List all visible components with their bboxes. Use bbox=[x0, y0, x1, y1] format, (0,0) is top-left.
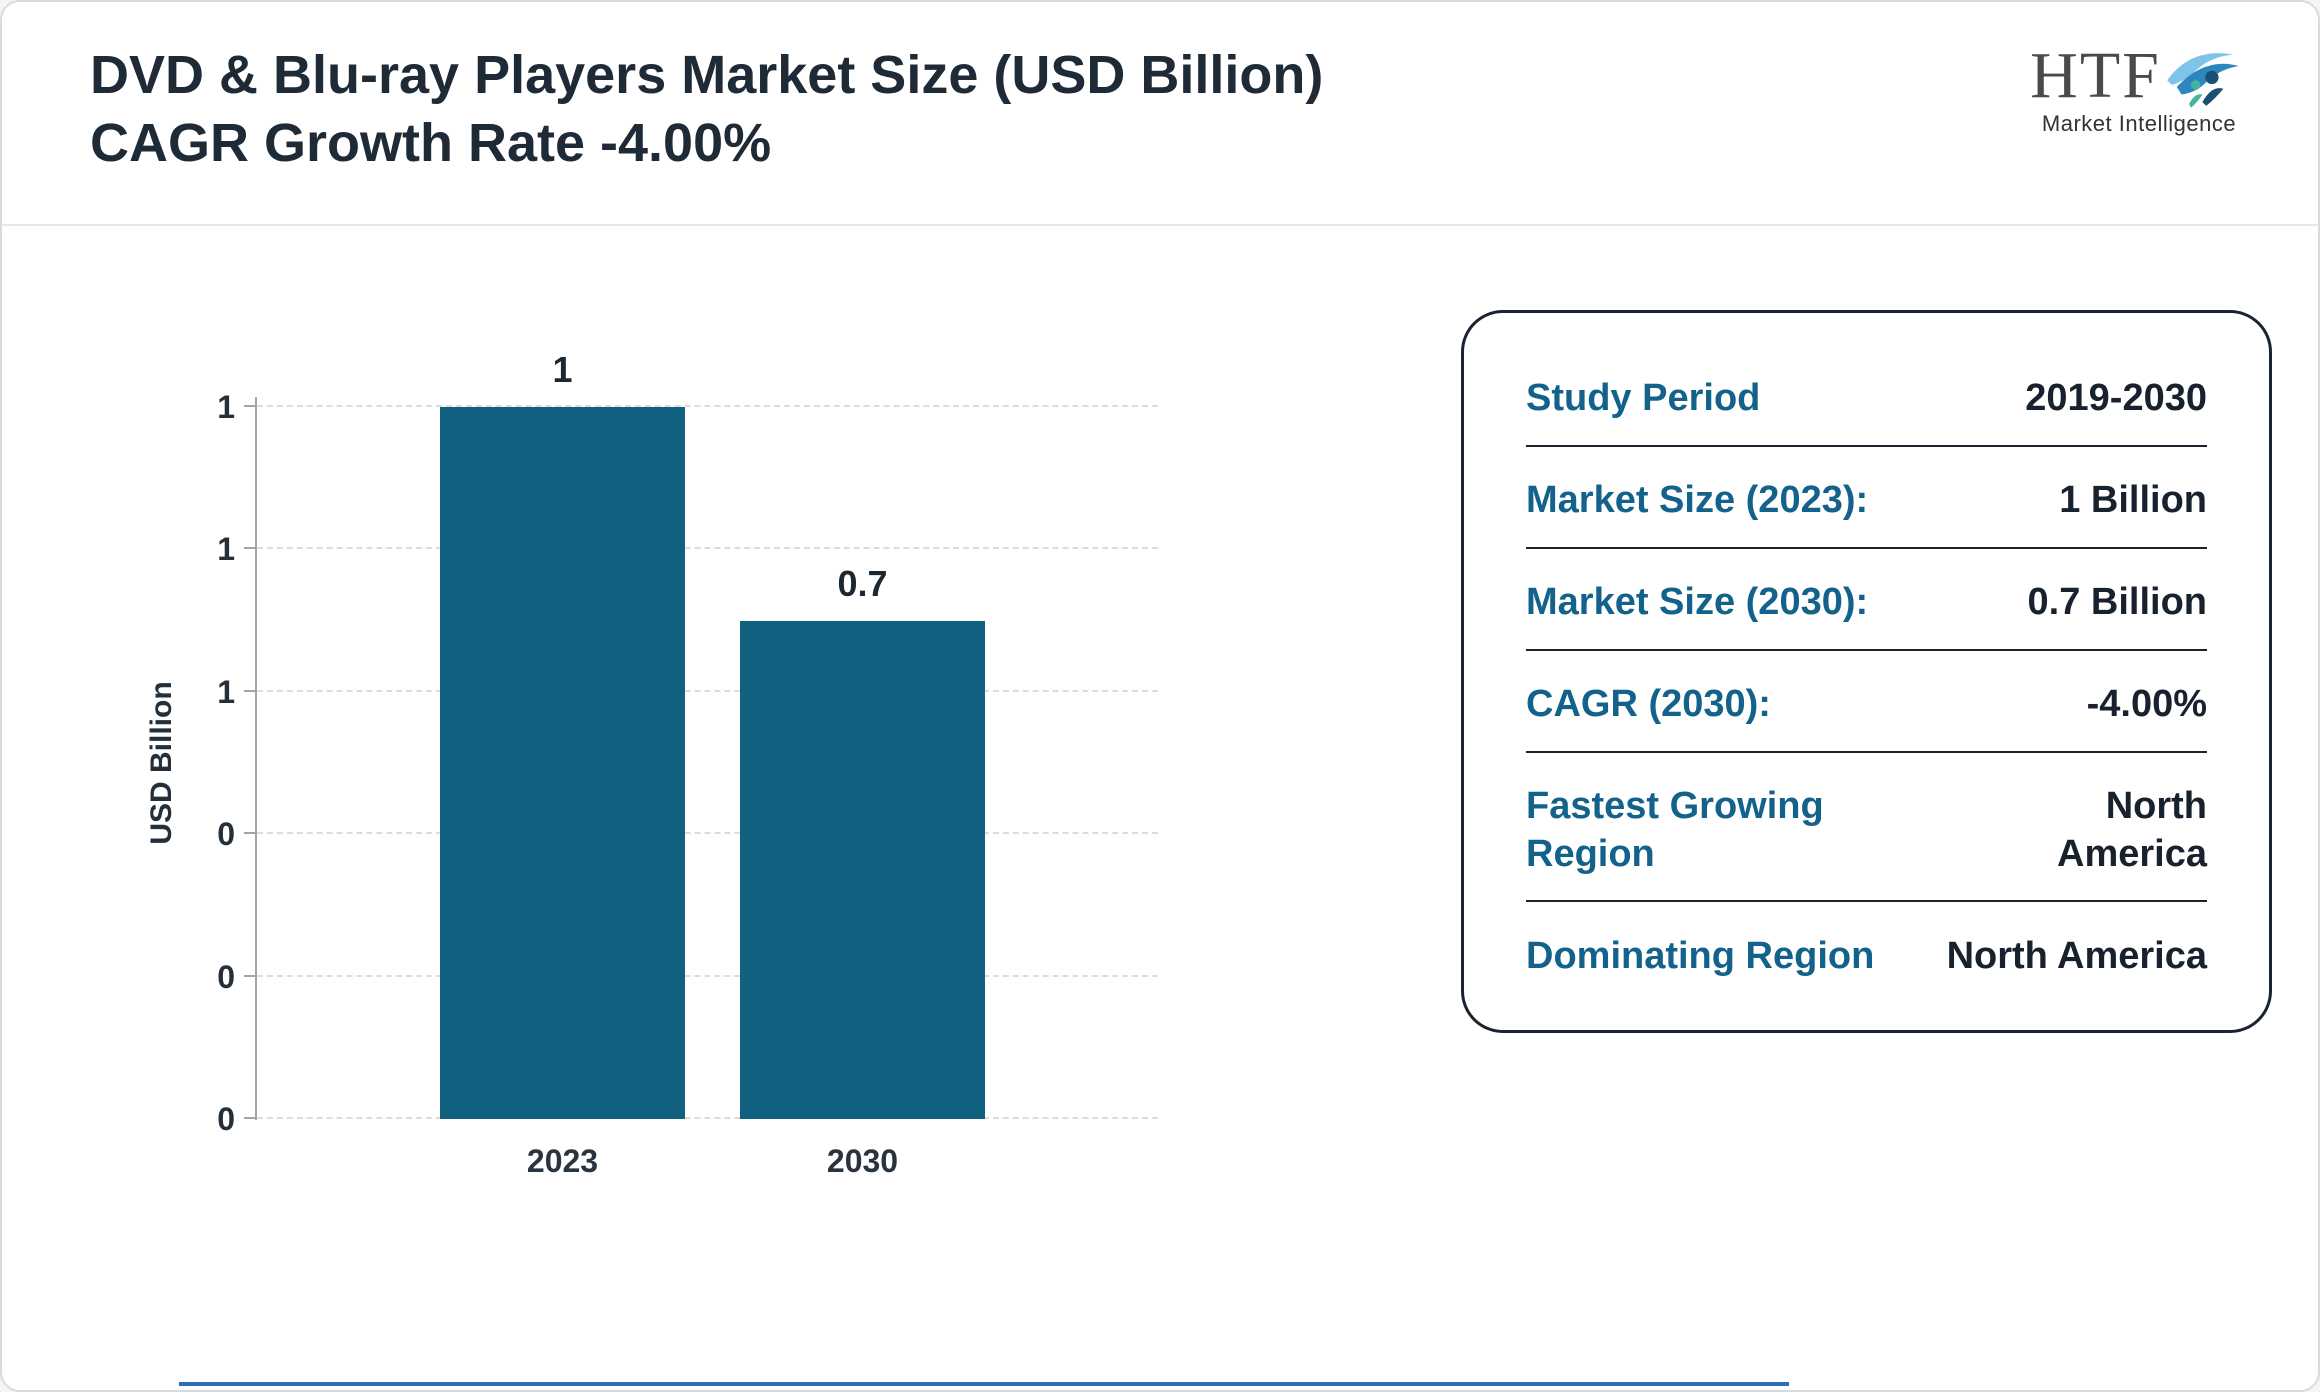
row-label: Dominating Region bbox=[1526, 934, 1875, 977]
y-axis-tick bbox=[244, 547, 255, 550]
bar-value-label: 0.7 bbox=[837, 562, 888, 604]
logo-swoosh-icon bbox=[2167, 53, 2239, 108]
bar-value-label: 1 bbox=[552, 349, 573, 390]
row-label: Market Size (2030): bbox=[1526, 581, 1869, 623]
htf-logo: HTF Market Intelligence bbox=[2014, 28, 2264, 137]
row-value: North America bbox=[2057, 785, 2207, 875]
y-tick-label: 0 bbox=[217, 816, 235, 853]
y-tick-label: 0 bbox=[217, 958, 235, 995]
y-tick-label: 1 bbox=[217, 673, 235, 710]
gridline bbox=[257, 832, 1158, 835]
y-axis-tick bbox=[244, 974, 255, 977]
card-row-cagr: CAGR (2030): -4.00% bbox=[1526, 659, 2207, 753]
y-axis-line bbox=[255, 397, 257, 1120]
y-tick-label: 1 bbox=[217, 531, 235, 568]
y-tick-label: 0 bbox=[217, 1101, 235, 1137]
info-card: Study Period 2019-2030 Market Size (2023… bbox=[1461, 310, 2272, 1033]
row-label: Study Period bbox=[1526, 377, 1761, 419]
row-value: North America bbox=[1946, 934, 2207, 977]
row-value: 0.7 Billion bbox=[2027, 581, 2207, 623]
gridline bbox=[257, 974, 1158, 977]
page-title: DVD & Blu-ray Players Market Size (USD B… bbox=[90, 42, 1323, 177]
logo-subtext: Market Intelligence bbox=[2041, 111, 2237, 136]
card-row-market-size-2030: Market Size (2030): 0.7 Billion bbox=[1526, 557, 2207, 651]
gridline bbox=[257, 547, 1158, 550]
gridline bbox=[257, 1117, 1158, 1119]
page-title-line2: CAGR Growth Rate -4.00% bbox=[90, 112, 772, 173]
row-label: Fastest Growing Region bbox=[1526, 785, 1824, 875]
card-row-dominating-region: Dominating Region North America bbox=[1526, 911, 2207, 1003]
row-value: -4.00% bbox=[2086, 683, 2207, 725]
bar-2023 bbox=[440, 407, 685, 1119]
bar-chart-plot-area: 0 0 0 1 1 1 USD Billion 1 0.7 2023 2030 bbox=[145, 349, 1158, 1179]
card-row-study-period: Study Period 2019-2030 bbox=[1526, 353, 2207, 447]
header: DVD & Blu-ray Players Market Size (USD B… bbox=[2, 2, 2318, 226]
row-value: 1 Billion bbox=[2059, 479, 2207, 521]
logo-text: HTF bbox=[2030, 38, 2161, 112]
bar-2030 bbox=[740, 620, 985, 1119]
x-tick-label: 2030 bbox=[826, 1143, 899, 1179]
card-row-market-size-2023: Market Size (2023): 1 Billion bbox=[1526, 455, 2207, 549]
gridline bbox=[257, 405, 1158, 407]
y-axis-tick bbox=[244, 405, 255, 407]
gridline bbox=[257, 689, 1158, 692]
page-title-line1: DVD & Blu-ray Players Market Size (USD B… bbox=[90, 45, 1324, 105]
y-axis-tick bbox=[244, 832, 255, 835]
row-value: 2019-2030 bbox=[2025, 377, 2207, 419]
row-label: Market Size (2023): bbox=[1526, 479, 1869, 521]
y-axis-title: USD Billion bbox=[145, 681, 178, 845]
y-tick-label: 1 bbox=[217, 389, 235, 425]
y-axis-tick bbox=[244, 689, 255, 692]
footer-accent-line bbox=[179, 1382, 1789, 1386]
x-tick-label: 2023 bbox=[526, 1143, 599, 1179]
y-axis-tick bbox=[244, 1117, 255, 1119]
card-row-fastest-growing-region: Fastest Growing Region North America bbox=[1526, 761, 2207, 902]
row-label: CAGR (2030): bbox=[1526, 683, 1771, 725]
